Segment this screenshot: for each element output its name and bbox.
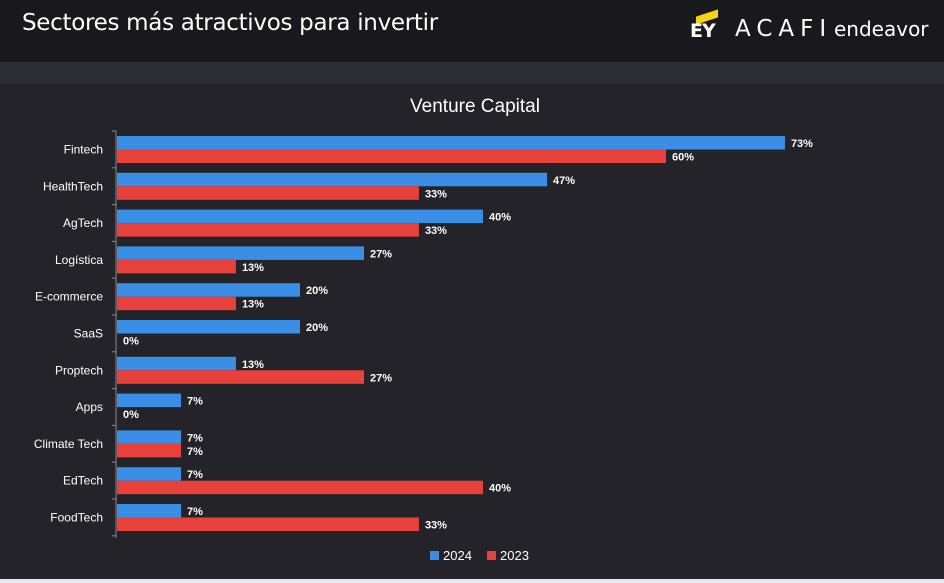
page-title: Sectores más atractivos para invertir <box>22 10 438 36</box>
legend-label: 2023 <box>500 548 529 563</box>
data-label: 7% <box>187 432 203 444</box>
data-label: 27% <box>370 372 392 384</box>
bar-2023 <box>117 186 419 200</box>
legend-swatch-2023 <box>487 551 496 560</box>
data-label: 33% <box>425 520 447 532</box>
bar-2023 <box>117 517 419 531</box>
bar-2023 <box>117 480 483 495</box>
category-label: E-commerce <box>35 290 103 304</box>
category-label: FoodTech <box>50 511 103 525</box>
data-label: 7% <box>187 446 203 458</box>
data-label: 40% <box>489 483 511 495</box>
bar-2023 <box>117 259 236 274</box>
category-label: HealthTech <box>43 179 103 193</box>
data-label: 73% <box>791 138 813 150</box>
data-label: 0% <box>123 409 139 421</box>
bar-2024 <box>117 320 300 334</box>
bottom-border <box>0 579 944 583</box>
category-label: SaaS <box>74 327 103 341</box>
bar-2024 <box>117 467 182 481</box>
data-label: 20% <box>306 285 328 297</box>
data-label: 13% <box>242 262 264 274</box>
data-label: 20% <box>306 322 328 334</box>
bar-2024 <box>117 393 182 408</box>
bar-2023 <box>117 296 236 311</box>
page-header: Sectores más atractivos para invertir EY… <box>0 0 944 62</box>
category-label: EdTech <box>63 474 103 488</box>
bar-chart: Venture Capital Fintech 73% 60% HealthTech 47… <box>34 96 813 563</box>
data-label: 7% <box>187 506 203 518</box>
data-label: 40% <box>489 212 511 224</box>
bar-2024 <box>117 504 182 518</box>
bar-2024 <box>117 172 548 187</box>
bar-2023 <box>117 223 419 237</box>
divider-band <box>0 62 944 84</box>
data-label: 7% <box>187 469 203 481</box>
data-label: 13% <box>242 359 264 371</box>
bar-2024 <box>117 283 300 297</box>
bar-2024 <box>117 246 365 260</box>
category-label: AgTech <box>63 216 103 230</box>
data-label: 60% <box>672 152 694 164</box>
category-label: Apps <box>76 400 103 414</box>
legend-label: 2024 <box>443 548 472 563</box>
bar-2024 <box>117 430 182 444</box>
data-label: 27% <box>370 248 392 260</box>
data-label: 0% <box>123 336 139 348</box>
category-label: Fintech <box>64 143 103 157</box>
acafi-logo: ACAFI <box>735 16 833 42</box>
bar-2023 <box>117 149 666 163</box>
bar-2024 <box>117 356 236 371</box>
chart-title: Venture Capital <box>410 96 540 117</box>
category-label: Climate Tech <box>34 437 103 451</box>
data-label: 33% <box>425 225 447 237</box>
data-label: 7% <box>187 396 203 408</box>
legend-swatch-2024 <box>430 551 439 560</box>
bar-2023 <box>117 370 365 384</box>
data-label: 33% <box>425 188 447 200</box>
data-label: 13% <box>242 299 264 311</box>
category-label: Proptech <box>55 363 103 377</box>
ey-logo: EY <box>690 20 716 42</box>
category-label: Logística <box>55 253 103 267</box>
bar-2024 <box>117 136 785 150</box>
data-label: 47% <box>553 175 575 187</box>
bar-2024 <box>117 209 483 224</box>
bar-2023 <box>117 443 182 458</box>
endeavor-logo: endeavor <box>834 17 929 41</box>
